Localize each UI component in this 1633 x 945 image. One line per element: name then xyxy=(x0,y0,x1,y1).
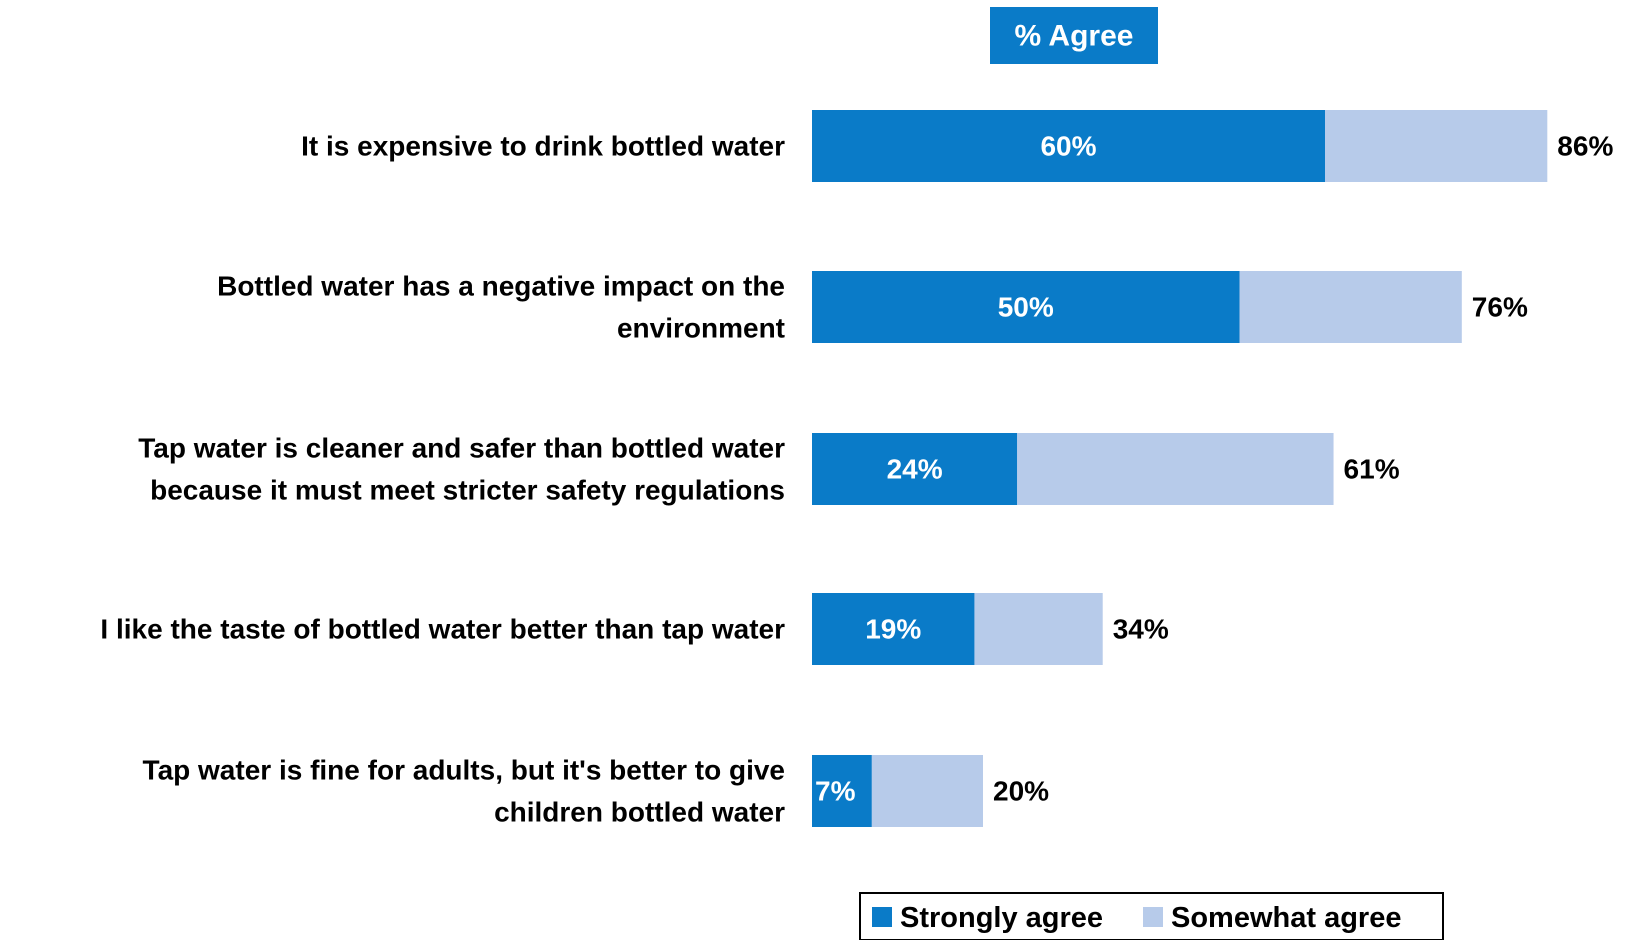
data-label-total: 61% xyxy=(1344,454,1400,485)
legend-label-somewhat-agree: Somewhat agree xyxy=(1171,902,1401,934)
bar-strongly-agree xyxy=(812,110,1325,182)
legend-swatch-strongly-agree xyxy=(872,907,892,927)
bar-somewhat-agree xyxy=(1017,433,1334,505)
legend-label-strongly-agree: Strongly agree xyxy=(900,902,1103,934)
category-label: because it must meet stricter safety reg… xyxy=(150,475,785,506)
data-label-strongly-agree: 24% xyxy=(887,454,943,485)
legend-swatch-somewhat-agree xyxy=(1143,907,1163,927)
data-label-total: 20% xyxy=(993,776,1049,807)
data-label-total: 76% xyxy=(1472,292,1528,323)
data-label-strongly-agree: 19% xyxy=(865,614,921,645)
data-label-total: 34% xyxy=(1113,614,1169,645)
category-label: I like the taste of bottled water better… xyxy=(100,614,785,645)
bar-somewhat-agree xyxy=(974,593,1103,665)
bar-strongly-agree xyxy=(812,593,975,665)
header-box xyxy=(990,7,1158,64)
category-label: Tap water is fine for adults, but it's b… xyxy=(143,755,785,786)
category-label: environment xyxy=(617,313,785,344)
category-label: It is expensive to drink bottled water xyxy=(301,131,785,162)
data-label-strongly-agree: 60% xyxy=(1040,131,1096,162)
data-label-strongly-agree: 50% xyxy=(998,292,1054,323)
category-label: children bottled water xyxy=(494,797,785,828)
bar-somewhat-agree xyxy=(1325,110,1548,182)
header-label: % Agree xyxy=(1015,20,1134,53)
data-label-strongly-agree: 7% xyxy=(815,776,856,807)
bar-strongly-agree xyxy=(812,271,1240,343)
bar-somewhat-agree xyxy=(871,755,983,827)
category-label: Bottled water has a negative impact on t… xyxy=(217,271,785,302)
bar-strongly-agree xyxy=(812,433,1018,505)
bar-somewhat-agree xyxy=(1239,271,1462,343)
category-label: Tap water is cleaner and safer than bott… xyxy=(138,433,785,464)
bar-strongly-agree xyxy=(812,755,872,827)
data-label-total: 86% xyxy=(1557,131,1613,162)
